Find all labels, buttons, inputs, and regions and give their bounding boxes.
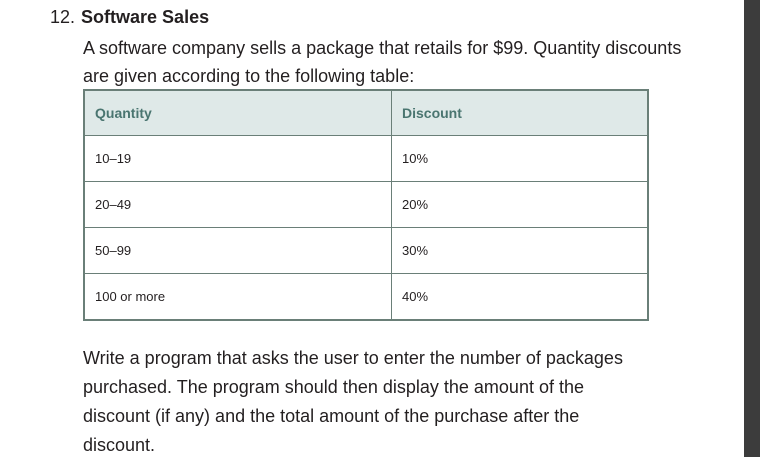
exercise-number: 12. — [50, 7, 76, 27]
discount-table: Quantity Discount 10–19 10% 20–49 20% 50… — [83, 89, 649, 321]
column-header-discount: Discount — [391, 89, 649, 136]
quantity-cell: 20–49 — [83, 181, 392, 228]
exercise-prompt: Write a program that asks the user to en… — [83, 348, 623, 455]
quantity-cell: 100 or more — [83, 273, 392, 321]
discount-cell: 40% — [391, 273, 649, 321]
discount-cell: 30% — [391, 227, 649, 274]
viewer-scrollbar[interactable] — [744, 0, 760, 457]
table-row: 50–99 30% — [83, 227, 649, 274]
textbook-page: 12. Software Sales A software company sel… — [50, 5, 682, 455]
quantity-cell: 50–99 — [83, 227, 392, 274]
column-header-quantity: Quantity — [83, 89, 392, 136]
exercise-intro: A software company sells a package that … — [83, 38, 682, 86]
exercise-heading: 12. Software Sales — [50, 5, 209, 29]
table-row: 10–19 10% — [83, 135, 649, 182]
discount-cell: 20% — [391, 181, 649, 228]
table-row: 20–49 20% — [83, 181, 649, 228]
quantity-cell: 10–19 — [83, 135, 392, 182]
table-row: 100 or more 40% — [83, 273, 649, 321]
exercise-title: Software Sales — [81, 7, 210, 27]
table-header-row: Quantity Discount — [83, 89, 649, 136]
discount-cell: 10% — [391, 135, 649, 182]
